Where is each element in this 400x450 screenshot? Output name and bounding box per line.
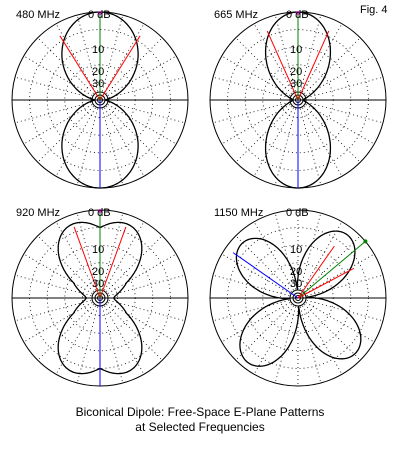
plot-3-spoke-300 <box>23 253 93 294</box>
plot-1-spoke-315 <box>37 37 94 94</box>
plot-4-spoke-330 <box>253 221 294 291</box>
plot-3-frequency: 920 MHz <box>16 207 61 219</box>
plot-4-spoke-210 <box>253 305 294 375</box>
plot-1-ring-label-10: 10 <box>92 44 105 56</box>
plot-4-spoke-165 <box>299 306 322 384</box>
plot-4-spoke-135 <box>304 304 361 361</box>
plot-3-spoke-105 <box>108 299 186 322</box>
plot-4-blue-line <box>232 252 299 299</box>
plot-2-ring-label-10: 10 <box>290 44 303 56</box>
plot-4-red-line-1 <box>297 245 335 299</box>
plot-1-max-marker <box>98 11 102 15</box>
plot-4-pattern-curve <box>235 230 362 367</box>
plot-2-spoke-165 <box>299 108 322 186</box>
plot-2-spoke-195 <box>274 108 297 186</box>
plot-1-spoke-255 <box>14 101 92 124</box>
plot-3-spoke-285 <box>14 274 92 297</box>
plot-1-top-label: 0 dB <box>88 9 111 21</box>
plot-3-ring-label-20: 20 <box>92 266 105 278</box>
plot-4-max-marker <box>363 239 368 244</box>
plot-2-spoke-15 <box>299 14 322 92</box>
plot-1-red-line-2 <box>99 35 141 101</box>
plot-4-frequency: 1150 MHz <box>214 207 264 219</box>
plot-4-spoke-195 <box>274 306 297 384</box>
plot-4-spoke-45 <box>304 235 361 292</box>
plot-2-ring-label-30: 30 <box>290 78 303 90</box>
plot-4-top-label: 0 dB <box>286 207 309 219</box>
plot-2-red-line-1 <box>266 30 299 101</box>
plot-1-spoke-105 <box>108 101 186 124</box>
plot-3-spoke-15 <box>101 212 124 290</box>
plot-2-spoke-225 <box>235 106 292 163</box>
plot-3-spoke-135 <box>106 304 163 361</box>
plot-4-spoke-225 <box>235 304 292 361</box>
plot-4-spoke-15 <box>299 212 322 290</box>
plot-2-max-marker <box>296 11 300 15</box>
plot-3-spoke-210 <box>55 305 96 375</box>
plot-3-spoke-315 <box>37 235 94 292</box>
plot-1-spoke-195 <box>76 108 99 186</box>
plot-3-spoke-150 <box>104 305 145 375</box>
plot-3-ring-label-30: 30 <box>92 278 105 290</box>
figure-label: Fig. 4 <box>360 4 388 16</box>
plot-3-top-label: 0 dB <box>88 207 111 219</box>
plot-4-spoke-300 <box>221 253 291 294</box>
plot-1-spoke-45 <box>106 37 163 94</box>
plot-1-frequency: 480 MHz <box>16 9 61 21</box>
plot-1-spoke-165 <box>101 108 124 186</box>
plot-3-red-line-2 <box>99 226 127 299</box>
plot-1-spoke-285 <box>14 76 92 99</box>
plot-4-spoke-150 <box>302 305 343 375</box>
plot-3-red-line-1 <box>73 226 101 299</box>
plot-3-spoke-225 <box>37 304 94 361</box>
plot-3-spoke-165 <box>101 306 124 384</box>
plot-3-spoke-45 <box>106 235 163 292</box>
plot-1-ring-label-30: 30 <box>92 78 105 90</box>
plot-4-green-line <box>297 241 366 299</box>
plot-2-spoke-135 <box>304 106 361 163</box>
plot-1-red-line-1 <box>59 35 101 101</box>
plot-3-max-marker <box>98 209 102 213</box>
plot-4-red-line-2 <box>297 267 355 299</box>
plot-1-spoke-135 <box>106 106 163 163</box>
plot-4-ring-label-10: 10 <box>290 244 303 256</box>
plot-1-ring-label-20: 20 <box>92 66 105 78</box>
plot-3-spoke-75 <box>108 274 186 297</box>
plot-1-spoke-300 <box>23 55 93 96</box>
plot-3-spoke-255 <box>14 299 92 322</box>
caption-line-2: at Selected Frequencies <box>135 420 265 434</box>
plot-4-spoke-75 <box>306 274 384 297</box>
plot-1-spoke-225 <box>37 106 94 163</box>
plot-4-spoke-315 <box>235 235 292 292</box>
caption-line-1: Biconical Dipole: Free-Space E-Plane Pat… <box>75 405 325 419</box>
plot-2-frequency: 665 MHz <box>214 9 259 21</box>
plot-3-ring-label-10: 10 <box>92 244 105 256</box>
plot-1-spoke-75 <box>108 76 186 99</box>
plot-2-ring-label-20: 20 <box>290 66 303 78</box>
plot-3-spoke-195 <box>76 306 99 384</box>
plot-2-top-label: 0 dB <box>286 9 309 21</box>
plot-4-ring-label-30: 30 <box>290 278 303 290</box>
plot-2-red-line-2 <box>297 30 330 101</box>
plot-4-ring-label-20: 20 <box>290 266 303 278</box>
